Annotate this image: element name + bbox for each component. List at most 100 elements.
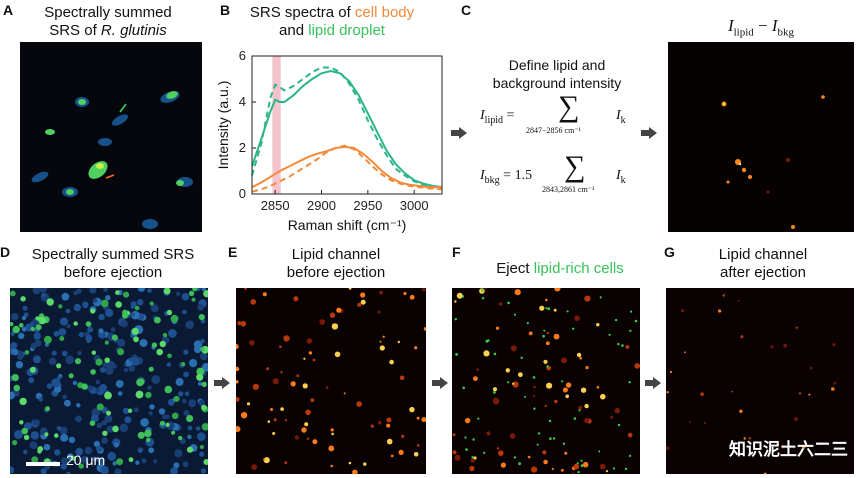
panel-e-title-line2: before ejection — [286, 264, 386, 281]
lipid-spot — [610, 415, 614, 419]
lipid-spot — [386, 417, 392, 423]
eq2-lhs: Ibkg = 1.5 — [480, 168, 532, 186]
lipid-cell — [163, 288, 171, 295]
lipid-spot — [614, 408, 620, 414]
lipid-spot — [831, 387, 835, 391]
lipid-cell — [146, 437, 151, 443]
panel-g-title-line1: Lipid channel — [718, 246, 808, 263]
cell — [62, 394, 67, 400]
lipid-spot — [553, 308, 557, 312]
cell — [32, 355, 41, 364]
lipid-cell — [199, 445, 204, 449]
eject-marker — [483, 451, 486, 454]
lipid-spot — [470, 458, 475, 463]
watermark: 知识泥土六二三 — [729, 440, 848, 460]
lipid-spot — [312, 439, 318, 445]
cell — [92, 298, 98, 303]
lipid-spot — [799, 392, 801, 395]
lipid-spot — [246, 402, 251, 406]
lipid-cell — [78, 463, 84, 469]
equation-lipid: Ilipid = ∑ 2847−2856 cm⁻¹ Ik — [478, 92, 658, 146]
cell — [92, 456, 98, 462]
lipid-minus-bkg-image — [668, 42, 854, 232]
cell — [14, 430, 23, 439]
lipid-spot — [377, 310, 381, 314]
eq2-range: 2843,2861 cm⁻¹ — [542, 185, 595, 194]
eject-marker — [629, 329, 632, 332]
cell — [46, 383, 53, 389]
lipid-cell — [104, 340, 109, 345]
lipid-spot — [770, 345, 774, 349]
lipid-spot — [272, 378, 279, 385]
lipid-cell — [138, 378, 145, 385]
cell — [96, 422, 103, 429]
lipid-spot — [452, 450, 457, 455]
lipid-spot — [319, 319, 326, 325]
lipid-cell — [35, 324, 42, 331]
cell — [183, 349, 189, 355]
y-tick-label-1: 2 — [239, 140, 246, 155]
cell — [178, 391, 184, 397]
cell — [131, 357, 140, 366]
lipid-spot — [666, 446, 670, 451]
lipid-spot — [330, 464, 333, 468]
cell — [117, 391, 123, 396]
eject-marker — [542, 334, 545, 338]
lipid-spot — [272, 432, 276, 435]
lipid-cell — [19, 323, 24, 328]
cell — [101, 437, 108, 444]
lipid-spot — [249, 340, 255, 346]
panel-a-title-line2-text: SRS of — [49, 22, 101, 39]
cell — [166, 362, 172, 367]
cell — [148, 447, 155, 454]
lipid-spot — [290, 381, 296, 387]
cell — [75, 415, 82, 423]
cell — [183, 410, 190, 416]
cell — [173, 462, 180, 469]
panel-f-title-colored: lipid-rich cells — [533, 260, 624, 277]
lipid-spot — [582, 461, 589, 468]
species-name: R. glutinis — [100, 22, 167, 39]
lipid-spot — [280, 407, 284, 411]
cell — [170, 467, 178, 474]
lipid-spot — [456, 292, 463, 299]
lipid-spot — [273, 418, 277, 422]
cell — [76, 403, 81, 408]
lipid-channel-before-image — [236, 288, 426, 474]
lipid-spot — [483, 350, 490, 357]
eq1-rhs-symbol: I — [616, 108, 621, 123]
lipid-spot — [251, 464, 258, 470]
lipid-cell — [12, 325, 20, 334]
eject-marker — [573, 417, 577, 420]
green-arrow — [119, 103, 127, 113]
panel-label-d: D — [0, 244, 11, 260]
eject-marker — [599, 296, 602, 299]
lipid-cell — [133, 336, 139, 343]
lipid-spot — [237, 321, 242, 326]
cell — [197, 432, 206, 441]
eject-marker — [546, 365, 549, 368]
lipid-cell — [91, 350, 97, 355]
cell — [200, 468, 207, 474]
lipid-spot — [301, 427, 307, 433]
lipid-spot — [731, 390, 734, 393]
panel-a-title-line2: SRS of R. glutinis — [18, 22, 198, 40]
cell — [41, 292, 46, 298]
cell — [104, 308, 114, 318]
lipid-cell — [23, 434, 30, 441]
lipid-spot — [294, 435, 299, 440]
lipid-cell — [31, 456, 39, 463]
cell — [80, 455, 89, 464]
eject-marker — [520, 356, 523, 359]
cell — [61, 350, 68, 357]
lipid-spot — [528, 331, 533, 336]
lipid-cell — [171, 412, 179, 420]
lipid-cell — [122, 309, 128, 316]
lipid-spot — [600, 393, 606, 400]
cell — [200, 338, 205, 344]
lipid-cell — [19, 420, 24, 425]
lipid-cell — [30, 326, 35, 332]
lipid-cell — [19, 397, 27, 406]
y-axis-label: Intensity (a.u.) — [215, 81, 231, 170]
lipid-cell — [112, 425, 119, 433]
